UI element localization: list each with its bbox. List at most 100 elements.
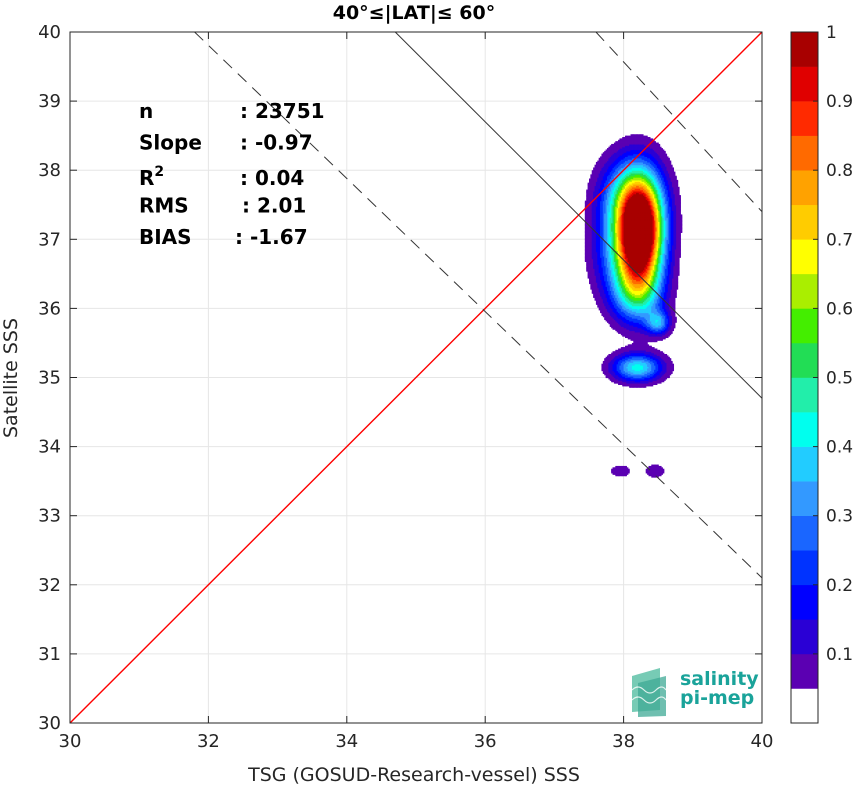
density-cell: [590, 278, 593, 280]
density-cell: [611, 276, 614, 279]
density-cell: [627, 374, 630, 377]
density-cell: [612, 315, 615, 318]
density-cell: [620, 280, 623, 283]
density-cell: [605, 167, 608, 170]
density-cell: [622, 189, 625, 192]
density-cell: [594, 228, 597, 231]
density-cell: [619, 363, 622, 366]
density-cell: [613, 276, 616, 279]
density-cell: [602, 273, 605, 276]
density-cell: [627, 365, 630, 368]
density-cell: [590, 286, 593, 289]
density-cell: [615, 471, 618, 474]
density-cell: [616, 197, 619, 200]
density-cell: [594, 203, 597, 206]
density-cell: [618, 219, 621, 222]
density-cell: [595, 207, 598, 210]
density-cell: [623, 177, 626, 180]
density-cell: [616, 247, 619, 250]
density-cell: [631, 168, 634, 171]
density-cell: [630, 199, 633, 202]
density-cell: [624, 222, 627, 225]
density-cell: [598, 248, 601, 251]
density-cell: [601, 265, 604, 268]
density-cell: [630, 170, 633, 173]
density-cell: [587, 240, 590, 243]
density-cell: [633, 239, 636, 242]
density-cell: [611, 189, 614, 192]
density-cell: [631, 338, 634, 341]
density-cell: [620, 261, 623, 264]
density-cell: [618, 380, 621, 383]
density-cell: [624, 211, 627, 214]
density-cell: [609, 248, 612, 251]
density-cell: [618, 163, 621, 166]
density-cell: [627, 322, 630, 325]
density-cell: [594, 239, 597, 242]
density-cell: [604, 189, 607, 192]
density-cell: [604, 309, 607, 312]
density-cell: [613, 153, 616, 156]
density-cell: [602, 225, 605, 228]
density-cell: [589, 233, 591, 236]
density-cell: [631, 326, 634, 329]
density-cell: [613, 258, 616, 261]
density-cell: [609, 168, 612, 171]
density-cell: [609, 308, 612, 311]
density-cell: [623, 290, 626, 293]
density-cell: [613, 197, 616, 200]
density-cell: [594, 291, 597, 294]
density-cell: [589, 239, 591, 242]
density-cell: [622, 347, 625, 350]
density-cell: [609, 188, 612, 191]
density-cell: [618, 383, 621, 386]
density-cell: [615, 272, 618, 275]
density-cell: [600, 167, 603, 170]
density-cell: [623, 272, 626, 275]
density-cell: [631, 333, 634, 336]
density-cell: [615, 182, 618, 185]
density-cell: [626, 196, 629, 199]
density-cell: [629, 153, 632, 156]
density-cell: [622, 271, 625, 274]
density-cell: [622, 467, 625, 470]
density-cell: [611, 229, 614, 232]
density-cell: [627, 253, 630, 256]
density-cell: [616, 153, 619, 156]
density-cell: [620, 284, 623, 287]
density-cell: [590, 232, 593, 235]
density-cell: [622, 149, 625, 152]
density-cell: [609, 171, 612, 174]
density-cell: [594, 175, 597, 178]
density-cell: [589, 218, 591, 221]
density-cell: [594, 192, 597, 195]
density-cell: [593, 207, 596, 210]
density-cell: [606, 266, 609, 269]
density-cell: [594, 182, 597, 185]
density-cell: [631, 208, 634, 211]
density-cell: [609, 217, 612, 220]
density-cell: [611, 262, 614, 265]
density-cell: [602, 184, 605, 186]
density-cell: [624, 268, 627, 271]
density-cell: [606, 260, 609, 263]
density-cell: [630, 349, 633, 352]
density-cell: [624, 232, 627, 235]
density-cell: [608, 153, 611, 156]
density-cell: [591, 213, 594, 216]
density-cell: [629, 190, 632, 193]
density-cell: [627, 334, 630, 337]
density-cell: [597, 181, 600, 184]
density-cell: [631, 195, 634, 198]
density-cell: [595, 264, 598, 267]
density-cell: [613, 221, 616, 224]
density-cell: [622, 374, 625, 377]
density-cell: [633, 383, 636, 386]
density-cell: [593, 261, 596, 264]
density-cell: [600, 301, 603, 304]
density-cell: [595, 182, 598, 185]
density-cell: [629, 208, 632, 211]
density-cell: [626, 297, 629, 300]
density-cell: [608, 260, 611, 263]
density-cell: [622, 185, 625, 188]
